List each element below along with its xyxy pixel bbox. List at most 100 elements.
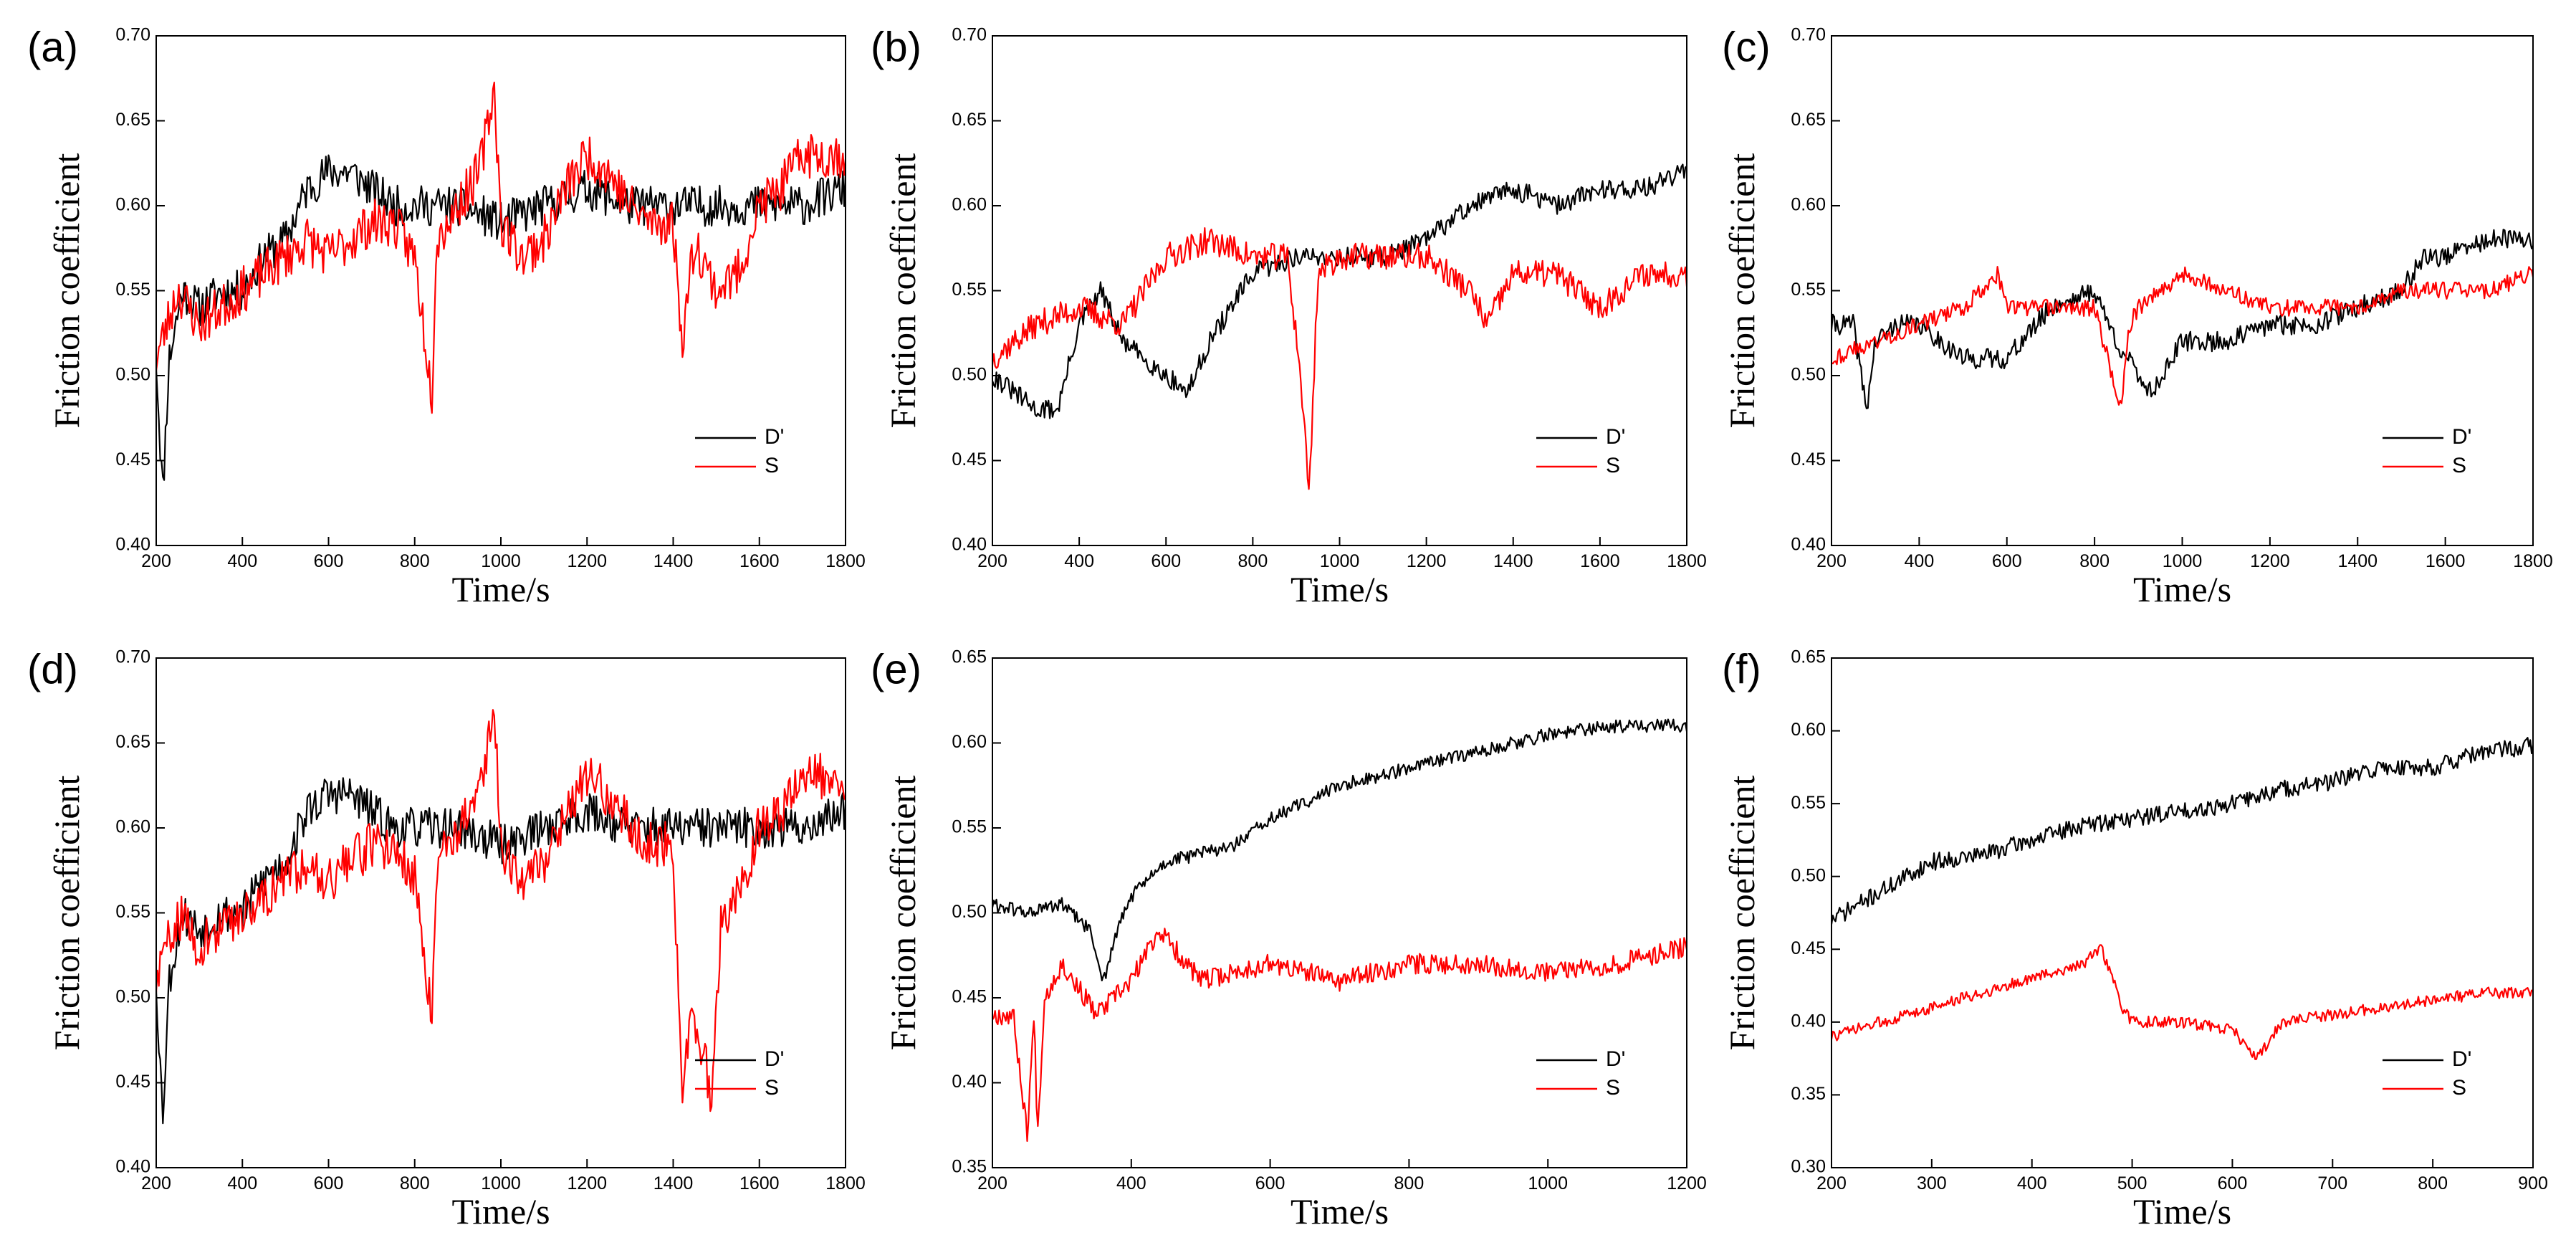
series-group — [1832, 737, 2533, 1060]
panel-label: (d) — [27, 646, 78, 692]
x-tick-label: 800 — [2418, 1173, 2448, 1193]
x-tick-label: 400 — [1116, 1173, 1146, 1193]
x-tick-label: 600 — [314, 551, 344, 571]
x-tick-label: 1400 — [653, 1173, 694, 1193]
legend-label: D' — [2452, 1047, 2471, 1071]
x-tick-label: 1200 — [567, 551, 607, 571]
legend-label: D' — [765, 1047, 784, 1071]
series-group — [156, 709, 846, 1125]
legend: D' S — [1536, 1047, 1625, 1100]
x-tick-label: 200 — [1816, 551, 1847, 571]
x-tick-label: 800 — [1238, 551, 1268, 571]
x-tick-label: 400 — [2017, 1173, 2047, 1193]
x-tick-label: 400 — [1064, 551, 1094, 571]
y-axis-title: Friction coefficient — [1722, 776, 1762, 1051]
series-line — [156, 777, 846, 1125]
x-tick-label: 1600 — [1580, 551, 1620, 571]
legend-label: S — [765, 454, 779, 477]
x-tick-label: 200 — [141, 551, 171, 571]
panel-label: (e) — [871, 646, 921, 692]
y-tick-label: 0.30 — [1791, 1157, 1826, 1177]
x-axis-title: Time/s — [2133, 569, 2231, 609]
panel-label: (c) — [1722, 24, 1771, 70]
y-tick-label: 0.55 — [115, 902, 150, 922]
x-tick-label: 1600 — [2426, 551, 2466, 571]
y-tick-label: 0.60 — [1791, 195, 1826, 215]
legend-label: D' — [765, 425, 784, 449]
x-tick-label: 700 — [2317, 1173, 2347, 1193]
x-tick-label: 600 — [1255, 1173, 1285, 1193]
y-tick-label: 0.45 — [1791, 449, 1826, 470]
x-tick-label: 1000 — [481, 551, 521, 571]
legend-label: D' — [2452, 425, 2471, 449]
x-tick-label: 200 — [141, 1173, 171, 1193]
y-tick-label: 0.60 — [952, 732, 987, 752]
series-line — [156, 709, 846, 1112]
x-tick-label: 900 — [2518, 1173, 2548, 1193]
x-tick-label: 1200 — [567, 1173, 607, 1193]
x-axis-title: Time/s — [2133, 1191, 2231, 1231]
y-tick-label: 0.60 — [115, 817, 150, 837]
chart-panel: (d) 200 400 600 800 1000 1200 1400 1600 1800 0.40 0… — [27, 646, 866, 1231]
x-tick-label: 400 — [227, 1173, 257, 1193]
y-tick-label: 0.70 — [115, 647, 150, 667]
y-tick-label: 0.45 — [115, 1072, 150, 1092]
y-tick-label: 0.65 — [1791, 110, 1826, 130]
y-tick-label: 0.65 — [115, 110, 150, 130]
y-tick-label: 0.40 — [952, 535, 987, 555]
x-tick-label: 1000 — [2163, 551, 2203, 571]
x-tick-label: 200 — [977, 1173, 1007, 1193]
x-tick-label: 200 — [977, 551, 1007, 571]
y-tick-label: 0.50 — [952, 902, 987, 922]
y-tick-label: 0.55 — [952, 817, 987, 837]
series-group — [156, 81, 846, 481]
x-axis-title: Time/s — [1291, 1191, 1389, 1231]
y-tick-label: 0.55 — [1791, 793, 1826, 813]
y-tick-label: 0.50 — [1791, 865, 1826, 885]
y-tick-label: 0.40 — [115, 535, 150, 555]
y-tick-label: 0.45 — [1791, 938, 1826, 958]
legend-label: D' — [1606, 425, 1625, 449]
chart-panel: (f) 200 300 400 500 600 700 800 900 0.30 0.35 0.40 0… — [1722, 646, 2548, 1231]
chart-panel: (a) 200 400 600 800 1000 1200 1400 1600 1800 0.40 0… — [27, 24, 866, 609]
y-tick-label: 0.65 — [952, 110, 987, 130]
y-tick-label: 0.40 — [115, 1157, 150, 1177]
x-tick-label: 1800 — [825, 1173, 866, 1193]
series-group — [992, 163, 1687, 490]
y-axis-title: Friction coefficient — [883, 776, 923, 1051]
legend-label: S — [2452, 1076, 2466, 1100]
x-tick-label: 1400 — [653, 551, 694, 571]
x-tick-label: 1200 — [1407, 551, 1447, 571]
x-tick-label: 1800 — [2513, 551, 2553, 571]
chart-panel: (e) 200 400 600 800 1000 1200 0.35 0.40 0.45 0.50 0… — [871, 646, 1707, 1231]
x-tick-label: 800 — [1394, 1173, 1425, 1193]
series-line — [992, 928, 1687, 1143]
x-tick-label: 1000 — [1528, 1173, 1568, 1193]
plot-frame — [1831, 657, 2534, 1168]
x-tick-label: 800 — [400, 551, 430, 571]
panel-label: (f) — [1722, 646, 1761, 692]
legend-label: S — [1606, 1076, 1620, 1100]
y-tick-label: 0.55 — [115, 280, 150, 300]
y-tick-label: 0.35 — [1791, 1084, 1826, 1104]
panel-label: (a) — [27, 24, 78, 70]
legend: D' S — [2383, 425, 2471, 477]
series-group — [1832, 229, 2533, 409]
x-tick-label: 1000 — [481, 1173, 521, 1193]
y-tick-label: 0.35 — [952, 1157, 987, 1177]
x-tick-label: 1600 — [739, 1173, 780, 1193]
series-line — [992, 718, 1687, 982]
x-tick-label: 1000 — [1320, 551, 1360, 571]
y-tick-label: 0.50 — [115, 365, 150, 385]
x-axis-title: Time/s — [1291, 569, 1389, 609]
series-line — [1832, 737, 2533, 925]
y-tick-label: 0.40 — [1791, 1011, 1826, 1031]
x-tick-label: 500 — [2117, 1173, 2148, 1193]
y-tick-label: 0.70 — [115, 25, 150, 45]
y-axis-title: Friction coefficient — [47, 776, 87, 1051]
x-tick-label: 600 — [314, 1173, 344, 1193]
legend: D' S — [695, 425, 784, 477]
y-tick-label: 0.65 — [115, 732, 150, 752]
y-tick-label: 0.40 — [952, 1072, 987, 1092]
